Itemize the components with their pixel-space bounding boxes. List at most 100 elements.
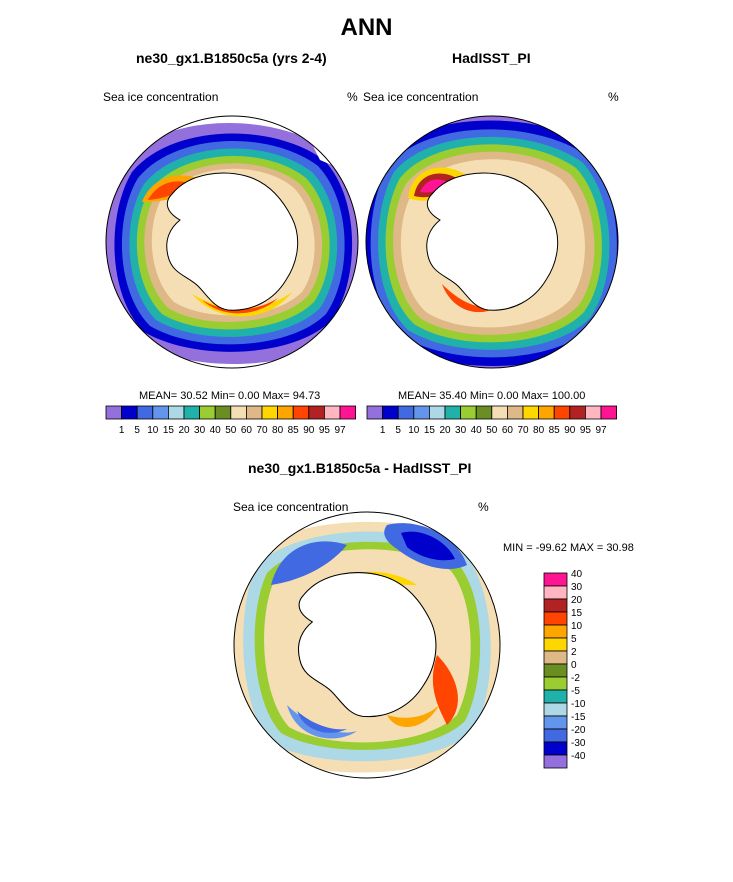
- colorbar-obs-label: 97: [595, 425, 607, 436]
- colorbar-obs: 1 5 10 15 20 30 40 50 60 70 80 85 90 95 97: [366, 405, 618, 436]
- colorbar-diff-label: 5: [571, 634, 577, 645]
- colorbar-obs-swatch: [522, 405, 540, 420]
- colorbar-obs-label: 60: [502, 425, 514, 436]
- panel-right-label-model: %: [347, 90, 358, 104]
- map-obs: [366, 116, 618, 368]
- diff-left-label: Sea ice concentration: [233, 500, 349, 514]
- colorbar-obs-swatch: [382, 405, 399, 420]
- colorbar-model-label: 1: [119, 425, 125, 436]
- colorbar-model-label: 30: [194, 425, 206, 436]
- colorbar-diff-swatch: [543, 689, 568, 704]
- colorbar-obs-swatch: [413, 405, 430, 420]
- colorbar-model-swatch: [167, 405, 185, 420]
- colorbar-diff-label: -20: [571, 725, 586, 736]
- colorbar-model-swatch: [292, 405, 310, 420]
- colorbar-diff-swatch: [543, 598, 568, 613]
- colorbar-diff-label: -10: [571, 699, 586, 710]
- colorbar-obs-swatch: [506, 405, 524, 420]
- panel-left-label-obs: Sea ice concentration: [363, 90, 479, 104]
- colorbar-obs-swatch: [366, 405, 384, 420]
- colorbar-model-label: 20: [178, 425, 190, 436]
- panel-title-model: ne30_gx1.B1850c5a (yrs 2-4): [136, 50, 327, 66]
- colorbar-model-label: 85: [288, 425, 300, 436]
- colorbar-obs-swatch: [397, 405, 415, 420]
- colorbar-obs-label: 50: [486, 425, 498, 436]
- colorbar-model-label: 5: [134, 425, 140, 436]
- colorbar-obs-swatch: [491, 405, 508, 420]
- colorbar-obs-label: 95: [580, 425, 592, 436]
- colorbar-obs-swatch: [475, 405, 493, 420]
- stats-obs: MEAN= 35.40 Min= 0.00 Max= 100.00: [398, 390, 586, 402]
- colorbar-obs-label: 40: [471, 425, 483, 436]
- colorbar-obs-label: 10: [408, 425, 420, 436]
- colorbar-model-label: 70: [256, 425, 268, 436]
- colorbar-model-label: 90: [303, 425, 315, 436]
- colorbar-model-label: 80: [272, 425, 284, 436]
- colorbar-diff-label: -15: [571, 712, 586, 723]
- colorbar-obs-label: 15: [424, 425, 436, 436]
- colorbar-model-swatch: [230, 405, 247, 420]
- colorbar-obs-label: 20: [439, 425, 451, 436]
- diff-minmax: MIN = -99.62 MAX = 30.98: [503, 542, 634, 554]
- colorbar-model-swatch: [261, 405, 279, 420]
- colorbar-diff-label: 0: [571, 660, 577, 671]
- stats-model: MEAN= 30.52 Min= 0.00 Max= 94.73: [139, 390, 321, 402]
- colorbar-obs-label: 90: [564, 425, 576, 436]
- colorbar-model-swatch: [308, 405, 325, 420]
- colorbar-model-swatch: [339, 405, 357, 420]
- colorbar-model-swatch: [121, 405, 138, 420]
- colorbar-obs-swatch: [600, 405, 618, 420]
- colorbar-obs-swatch: [569, 405, 586, 420]
- colorbar-model-swatch: [105, 405, 123, 420]
- colorbar-diff-swatch: [543, 728, 568, 743]
- colorbar-model-label: 97: [334, 425, 346, 436]
- colorbar-model-swatch: [277, 405, 294, 420]
- colorbar-diff-swatch: [543, 663, 568, 678]
- colorbar-obs-swatch: [444, 405, 462, 420]
- colorbar-obs-swatch: [538, 405, 555, 420]
- colorbar-model-label: 60: [241, 425, 253, 436]
- colorbar-obs-label: 80: [533, 425, 545, 436]
- colorbar-model-swatch: [199, 405, 216, 420]
- colorbar-diff-swatch: [543, 611, 568, 626]
- colorbar-model: 1 5 10 15 20 30 40 50 60 70 80 85 90 95 97: [105, 405, 357, 436]
- colorbar-diff-swatch: [543, 702, 568, 717]
- panel-left-label-model: Sea ice concentration: [103, 90, 219, 104]
- figure-title: ANN: [340, 14, 393, 41]
- colorbar-model-swatch: [136, 405, 154, 420]
- colorbar-model-swatch: [214, 405, 232, 420]
- colorbar-diff-label: -30: [571, 738, 586, 749]
- colorbar-diff-swatch: [543, 676, 568, 691]
- colorbar-model-label: 95: [319, 425, 331, 436]
- colorbar-diff-swatch: [543, 650, 568, 665]
- colorbar-diff-label: 2: [571, 647, 577, 658]
- colorbar-obs-swatch: [460, 405, 477, 420]
- colorbar-diff-label: 10: [571, 621, 583, 632]
- colorbar-model-label: 15: [163, 425, 175, 436]
- colorbar-model-swatch: [245, 405, 263, 420]
- colorbar-obs-swatch: [553, 405, 571, 420]
- colorbar-diff-swatch: [543, 572, 568, 587]
- colorbar-model-swatch: [323, 405, 341, 420]
- colorbar-diff-swatch: [543, 741, 568, 756]
- colorbar-diff-swatch: [543, 715, 568, 730]
- colorbar-diff-label: -5: [571, 686, 580, 697]
- colorbar-diff-swatch: [543, 637, 568, 652]
- colorbar-diff-label: -2: [571, 673, 580, 684]
- colorbar-diff-label: 15: [571, 608, 583, 619]
- colorbar-model-swatch: [183, 405, 201, 420]
- panel-right-label-obs: %: [608, 90, 619, 104]
- map-diff: [234, 512, 500, 778]
- colorbar-diff-swatch: [543, 754, 568, 769]
- map-model: [106, 116, 358, 368]
- colorbar-obs-swatch: [585, 405, 602, 420]
- colorbar-diff-label: 40: [571, 569, 583, 580]
- colorbar-obs-label: 5: [395, 425, 401, 436]
- colorbar-diff-label: 30: [571, 582, 583, 593]
- colorbar-obs-label: 1: [380, 425, 386, 436]
- colorbar-diff-swatch: [543, 624, 568, 639]
- colorbar-diff-label: 20: [571, 595, 583, 606]
- colorbar-model-label: 10: [147, 425, 159, 436]
